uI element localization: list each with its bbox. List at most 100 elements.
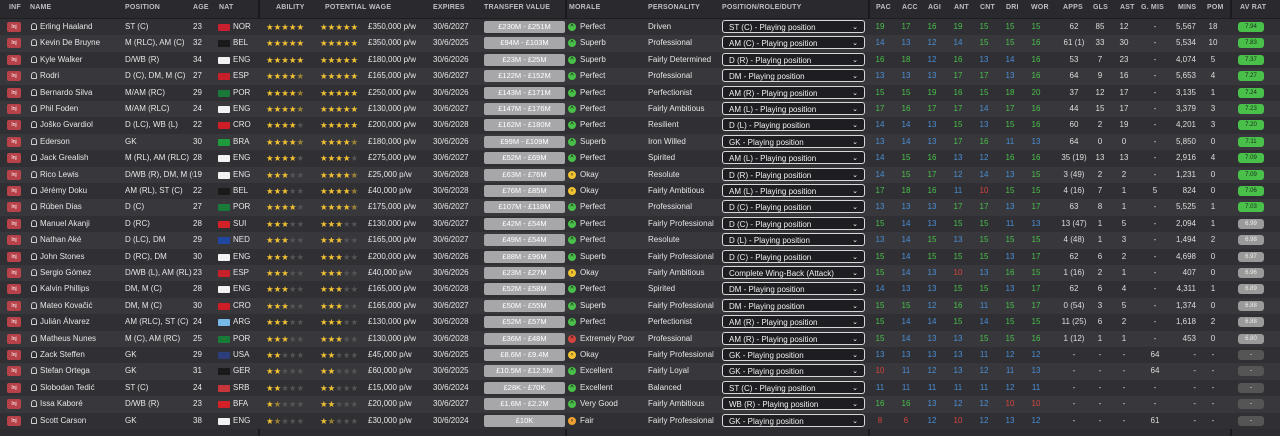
player-name[interactable]: Issa Kaboré <box>40 399 83 409</box>
table-row[interactable]: Inj Jérémy Doku AM (RL), ST (C) 22 BEL ★★★★★ ★… <box>0 183 1280 200</box>
table-row[interactable]: Inj Rico Lewis D/WB (R), DM, M (C) 19 ENG ★★★… <box>0 166 1280 183</box>
player-name[interactable]: Rúben Dias <box>40 202 82 212</box>
info-badge[interactable]: Inj <box>7 333 21 344</box>
col-mins[interactable]: MINS <box>1178 4 1197 11</box>
col-acc[interactable]: ACC <box>902 4 918 11</box>
role-dropdown[interactable]: GK - Playing position ⌄ <box>722 348 865 361</box>
table-row[interactable]: Inj Sergio Gómez D/WB (L), AM (RL) 23 ESP ★★★… <box>0 265 1280 282</box>
info-badge[interactable]: Inj <box>7 300 21 311</box>
col-ant[interactable]: ANT <box>954 4 969 11</box>
info-badge[interactable]: Inj <box>7 399 21 410</box>
role-dropdown[interactable]: AM (R) - Playing position ⌄ <box>722 331 865 345</box>
info-badge[interactable]: Inj <box>7 415 21 426</box>
player-name[interactable]: Slobodan Tedić <box>40 382 95 392</box>
info-badge[interactable]: Inj <box>7 54 21 65</box>
player-name[interactable]: Bernardo Silva <box>40 87 93 97</box>
player-name[interactable]: Sergio Gómez <box>40 268 92 277</box>
player-name[interactable]: Joško Gvardiol <box>40 120 93 130</box>
player-name[interactable]: Julián Álvarez <box>40 317 90 327</box>
table-row[interactable]: Inj Kalvin Phillips DM, M (C) 28 ENG ★★★★★ ★★★… <box>0 281 1280 298</box>
col-expires[interactable]: EXPIRES <box>433 4 465 11</box>
info-badge[interactable]: Inj <box>7 202 21 213</box>
info-badge[interactable]: Inj <box>7 136 21 147</box>
col-gmis[interactable]: G. MIS <box>1141 4 1164 11</box>
info-badge[interactable]: Inj <box>7 153 21 164</box>
role-dropdown[interactable]: GK - Playing position ⌄ <box>722 134 865 148</box>
player-name[interactable]: Jack Grealish <box>40 153 89 163</box>
info-badge[interactable]: Inj <box>7 120 21 131</box>
col-pom[interactable]: POM <box>1207 4 1224 11</box>
player-name[interactable]: Scott Carson <box>40 415 87 425</box>
table-row[interactable]: Inj Jack Grealish M (RL), AM (RLC) 28 ENG ★★★… <box>0 150 1280 167</box>
table-row[interactable]: Inj Erling Haaland ST (C) 23 NOR ★★★★★ ★★★★★ £3… <box>0 19 1280 36</box>
info-badge[interactable]: Inj <box>7 235 21 246</box>
table-row[interactable]: Inj Manuel Akanji D (RC) 28 SUI ★★★★★ ★★★★★ £13… <box>0 215 1280 233</box>
col-ast[interactable]: AST <box>1120 4 1135 11</box>
role-dropdown[interactable]: D (C) - Playing position ⌄ <box>722 249 865 263</box>
player-name[interactable]: Jérémy Doku <box>40 186 88 195</box>
table-row[interactable]: Inj Mateo Kovačić DM, M (C) 30 CRO ★★★★★ ★★★★★… <box>0 297 1280 315</box>
col-potential[interactable]: POTENTIAL <box>325 4 367 11</box>
player-name[interactable]: Erling Haaland <box>40 22 93 31</box>
col-transfer-value[interactable]: TRANSFER VALUE <box>484 4 551 11</box>
info-badge[interactable]: Inj <box>7 382 21 393</box>
col-dri[interactable]: DRI <box>1006 4 1019 11</box>
info-badge[interactable]: Inj <box>7 169 21 180</box>
table-row[interactable]: Inj Kevin De Bruyne M (RLC), AM (C) 32 BEL ★★… <box>0 35 1280 52</box>
table-row[interactable]: Inj Slobodan Tedić ST (C) 24 SRB ★★★★★ ★★★★★ £1… <box>0 379 1280 397</box>
table-row[interactable]: Inj Rúben Dias D (C) 27 POR ★★★★★ ★★★★★ £175,00… <box>0 199 1280 216</box>
table-row[interactable]: Inj Matheus Nunes M (C), AM (RC) 25 POR ★★★★★… <box>0 330 1280 347</box>
col-pac[interactable]: PAC <box>876 4 891 11</box>
role-dropdown[interactable]: GK - Playing position ⌄ <box>722 413 865 427</box>
col-morale[interactable]: MORALE <box>569 4 601 11</box>
table-row[interactable]: Inj Rodri D (C), DM, M (C) 27 ESP ★★★★★ ★★★★★ £… <box>0 68 1280 85</box>
info-badge[interactable]: Inj <box>7 87 21 98</box>
role-dropdown[interactable]: D (L) - Playing position ⌄ <box>722 233 865 247</box>
info-badge[interactable]: Inj <box>7 366 21 377</box>
table-row[interactable]: Inj Phil Foden M/AM (RLC) 24 ENG ★★★★★ ★★★★★ £1… <box>0 101 1280 118</box>
role-dropdown[interactable]: WB (R) - Playing position ⌄ <box>722 397 865 411</box>
player-name[interactable]: Rico Lewis <box>40 169 79 179</box>
role-dropdown[interactable]: AM (C) - Playing position ⌄ <box>722 36 865 50</box>
col-role[interactable]: POSITION/ROLE/DUTY <box>722 4 802 11</box>
table-row[interactable]: Inj Ederson GK 30 BRA ★★★★★ ★★★★★ £180,000 p/w 3… <box>0 133 1280 151</box>
role-dropdown[interactable]: AM (L) - Playing position ⌄ <box>722 184 865 197</box>
col-ability[interactable]: ABILITY <box>276 4 305 11</box>
player-name[interactable]: Kalvin Phillips <box>40 284 90 294</box>
col-position[interactable]: POSITION <box>125 4 161 11</box>
role-dropdown[interactable]: D (R) - Playing position ⌄ <box>722 167 865 181</box>
role-dropdown[interactable]: DM - Playing position ⌄ <box>722 69 865 83</box>
col-inf[interactable]: INF <box>9 4 21 11</box>
role-dropdown[interactable]: D (L) - Playing position ⌄ <box>722 118 865 132</box>
role-dropdown[interactable]: D (C) - Playing position ⌄ <box>722 216 865 230</box>
role-dropdown[interactable]: AM (R) - Playing position ⌄ <box>722 85 865 99</box>
player-name[interactable]: Zack Steffen <box>40 350 85 359</box>
role-dropdown[interactable]: ST (C) - Playing position ⌄ <box>722 380 865 394</box>
table-row[interactable]: Inj Julián Álvarez AM (RLC), ST (C) 24 ARG ★★… <box>0 314 1280 331</box>
info-badge[interactable]: Inj <box>7 251 21 262</box>
role-dropdown[interactable]: Complete Wing-Back (Attack) ⌄ <box>722 266 865 279</box>
role-dropdown[interactable]: AM (L) - Playing position ⌄ <box>722 102 865 115</box>
player-name[interactable]: Kevin De Bruyne <box>40 38 101 48</box>
info-badge[interactable]: Inj <box>7 350 21 360</box>
info-badge[interactable]: Inj <box>7 284 21 295</box>
role-dropdown[interactable]: ST (C) - Playing position ⌄ <box>722 20 865 33</box>
player-name[interactable]: Manuel Akanji <box>40 218 90 228</box>
role-dropdown[interactable]: D (R) - Playing position ⌄ <box>722 52 865 66</box>
player-name[interactable]: Ederson <box>40 136 70 146</box>
info-badge[interactable]: Inj <box>7 186 21 196</box>
table-row[interactable]: Inj Stefan Ortega GK 31 GER ★★★★★ ★★★★★ £60,000… <box>0 363 1280 380</box>
table-row[interactable]: Inj Issa Kaboré D/WB (R) 23 BFA ★★★★★ ★★★★★ £20… <box>0 396 1280 413</box>
col-agi[interactable]: AGI <box>928 4 942 11</box>
col-age[interactable]: AGE <box>193 4 209 11</box>
table-row[interactable]: Inj John Stones D (RC), DM 30 ENG ★★★★★ ★★★★★ £… <box>0 248 1280 265</box>
player-name[interactable]: Nathan Aké <box>40 235 82 245</box>
table-row[interactable]: Inj Nathan Aké D (LC), DM 29 NED ★★★★★ ★★★★★ £1… <box>0 232 1280 249</box>
role-dropdown[interactable]: D (C) - Playing position ⌄ <box>722 200 865 214</box>
player-name[interactable]: John Stones <box>40 251 85 261</box>
table-row[interactable]: Inj Kyle Walker D/WB (R) 34 ENG ★★★★★ ★★★★★ £18… <box>0 51 1280 69</box>
info-badge[interactable]: Inj <box>7 317 21 328</box>
col-nat[interactable]: NAT <box>219 4 234 11</box>
info-badge[interactable]: Inj <box>7 71 21 82</box>
info-badge[interactable]: Inj <box>7 104 21 114</box>
